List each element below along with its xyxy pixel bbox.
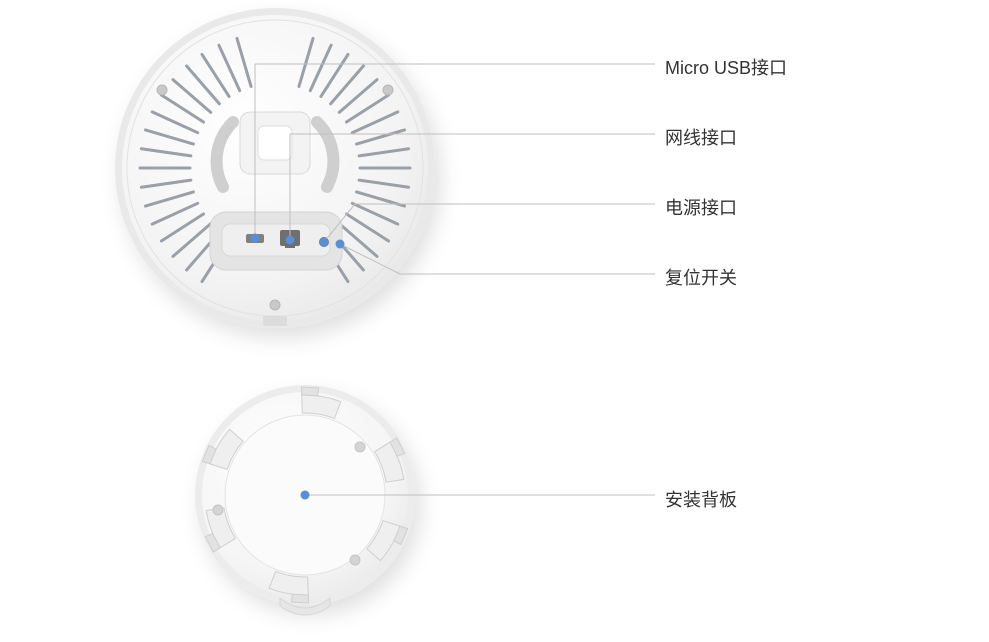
label-ethernet: 网线接口: [665, 124, 737, 150]
dot-reset: [336, 240, 345, 249]
dot-backplate: [301, 491, 310, 500]
dot-power: [320, 238, 329, 247]
label-power: 电源接口: [665, 194, 737, 220]
label-micro-usb: Micro USB接口: [665, 54, 787, 80]
dot-ethernet: [286, 236, 295, 245]
label-backplate: 安装背板: [665, 486, 737, 512]
label-reset: 复位开关: [665, 264, 737, 290]
callout-lines: [0, 0, 989, 642]
dot-micro-usb: [251, 234, 260, 243]
